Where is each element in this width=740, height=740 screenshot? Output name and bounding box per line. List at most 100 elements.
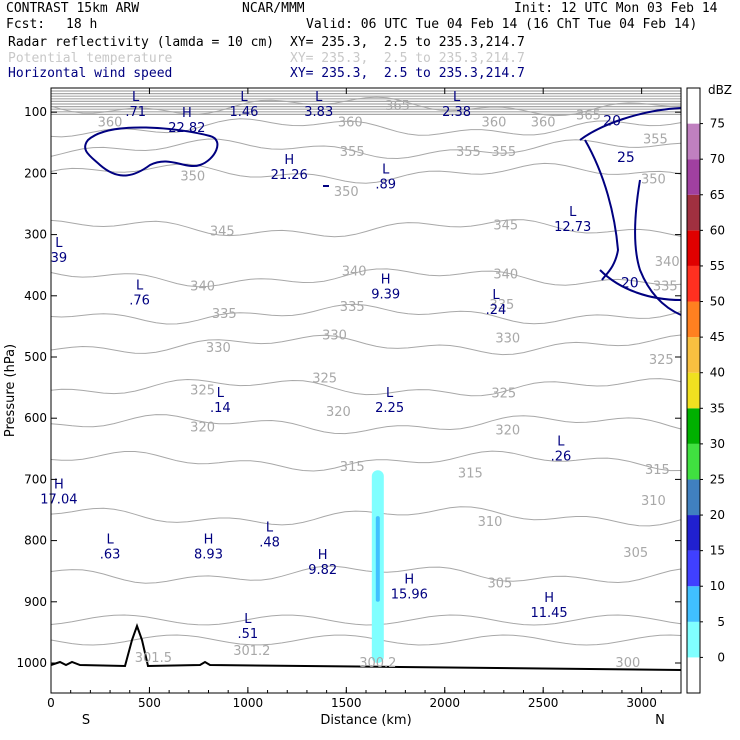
theta-label: 320 [190,420,215,435]
extremum-marker: L [217,386,225,401]
extremum-marker: L [557,435,565,450]
theta-label: 330 [206,341,231,356]
theta-label: 305 [487,576,512,591]
x-tick-label: 2500 [528,696,559,710]
field-name-theta: Potential temperature [8,51,173,66]
x-tick-label: 1500 [331,696,362,710]
y-tick-label: 700 [24,472,47,486]
theta-label: 335 [653,280,678,295]
extremum-value: .14 [210,401,231,416]
colorbar-swatch [687,621,700,658]
extremum-value: 1.46 [229,105,258,120]
extremum-marker: H [404,572,414,587]
extremum-value: .89 [375,177,396,192]
theta-label: 310 [641,494,666,509]
extremum-marker: L [55,236,63,251]
colorbar: 0 5 10 15 20 25 30 35 40 45 50 55 60 65 70 75 dBZ [686,83,732,694]
colorbar-swatch [687,301,700,338]
colorbar-tick-label: 65 [710,188,725,202]
wind-contour-jet-left [84,126,219,177]
colorbar-tick-label: 45 [710,330,725,344]
theta-contour [50,565,682,584]
theta-label: 340 [655,255,680,270]
forecast-hour: 18 h [66,17,98,32]
theta-contour [50,506,682,527]
field-xy-reflectivity: XY= 235.3, 2.5 to 235.3,214.7 [290,35,525,50]
colorbar-swatch [687,123,700,160]
colorbar-tick-label: 25 [710,472,725,486]
y-tick-label: 500 [24,350,47,364]
wind-label: 20 [621,276,639,292]
x-end-left: S [82,713,90,728]
extremum-value: 2.38 [442,105,471,120]
colorbar-tick-label: 35 [710,401,725,415]
extremum-marker: H [318,548,328,563]
theta-label: 315 [340,460,365,475]
x-axis-label: Distance (km) [320,713,411,728]
colorbar-tick-label: 70 [710,152,725,166]
extremum-marker: L [569,205,577,220]
init-time: Init: 12 UTC Mon 03 Feb 14 [514,1,718,16]
colorbar-tick-label: 55 [710,259,725,273]
extremum-value: .76 [129,294,150,309]
colorbar-tick-label: 5 [717,615,725,629]
colorbar-swatch [687,479,700,516]
colorbar-swatch [687,550,700,587]
theta-label: 365 [576,108,601,123]
extremum-marker: L [315,90,323,105]
theta-label: 345 [493,218,518,233]
theta-contour [50,634,682,646]
theta-label: 325 [190,384,215,399]
theta-label: 325 [649,353,674,368]
theta-label: 315 [458,466,483,481]
theta-label: 325 [312,371,337,386]
extremum-value: 12.73 [554,220,591,235]
extremum-marker: L [386,386,394,401]
field-name-reflectivity: Radar reflectivity (lamda = 10 cm) [8,35,275,50]
colorbar-tick-label: 50 [710,295,725,309]
extremum-value: .63 [100,548,121,563]
colorbar-tick-label: 30 [710,437,725,451]
plot-frame [50,87,682,694]
colorbar-frame [686,87,701,694]
theta-label: 355 [643,133,668,148]
x-tick-label: 1000 [233,696,264,710]
extremum-value: 8.93 [194,548,223,563]
colorbar-tick-label: 15 [710,544,725,558]
colorbar-swatch [687,657,700,693]
colorbar-tick-label: 10 [710,579,725,593]
theta-contour [50,162,682,184]
theta-label: 350 [180,169,205,184]
center-title: NCAR/MMM [242,1,305,16]
extremum-value: .71 [125,105,146,120]
extremum-marker: H [182,106,192,121]
theta-label: 305 [623,546,648,561]
axes: 100 200 300 400 500 600 700 800 900 1000 0 500 1000 1… [3,87,682,728]
wind-contours [84,107,682,316]
theta-contour [50,138,682,160]
extremum-marker: L [453,90,461,105]
theta-label: 335 [489,298,514,313]
y-tick-label: 900 [24,595,47,609]
theta-contour [50,614,682,626]
model-title: CONTRAST 15km ARW [6,1,140,16]
x-tick-label: 0 [47,696,55,710]
theta-label: 335 [340,300,365,315]
extremum-marker: H [544,591,554,606]
theta-label: 335 [212,307,237,322]
wind-label: 25 [617,150,635,166]
colorbar-swatch [687,586,700,622]
contour-labels: 360 360 365 360 360 365 355 355 355 350 350 345 345 3… [98,99,680,671]
theta-contours [50,90,682,646]
theta-label: 340 [190,280,215,295]
y-tick-label: 1000 [16,656,47,670]
theta-label: 345 [210,225,235,240]
theta-label: 355 [456,145,481,160]
extremum-value: 11.45 [530,606,567,621]
field-name-wind: Horizontal wind speed [8,66,173,81]
theta-contour [50,334,682,356]
theta-contour [50,268,682,288]
theta-label: 310 [478,515,503,530]
